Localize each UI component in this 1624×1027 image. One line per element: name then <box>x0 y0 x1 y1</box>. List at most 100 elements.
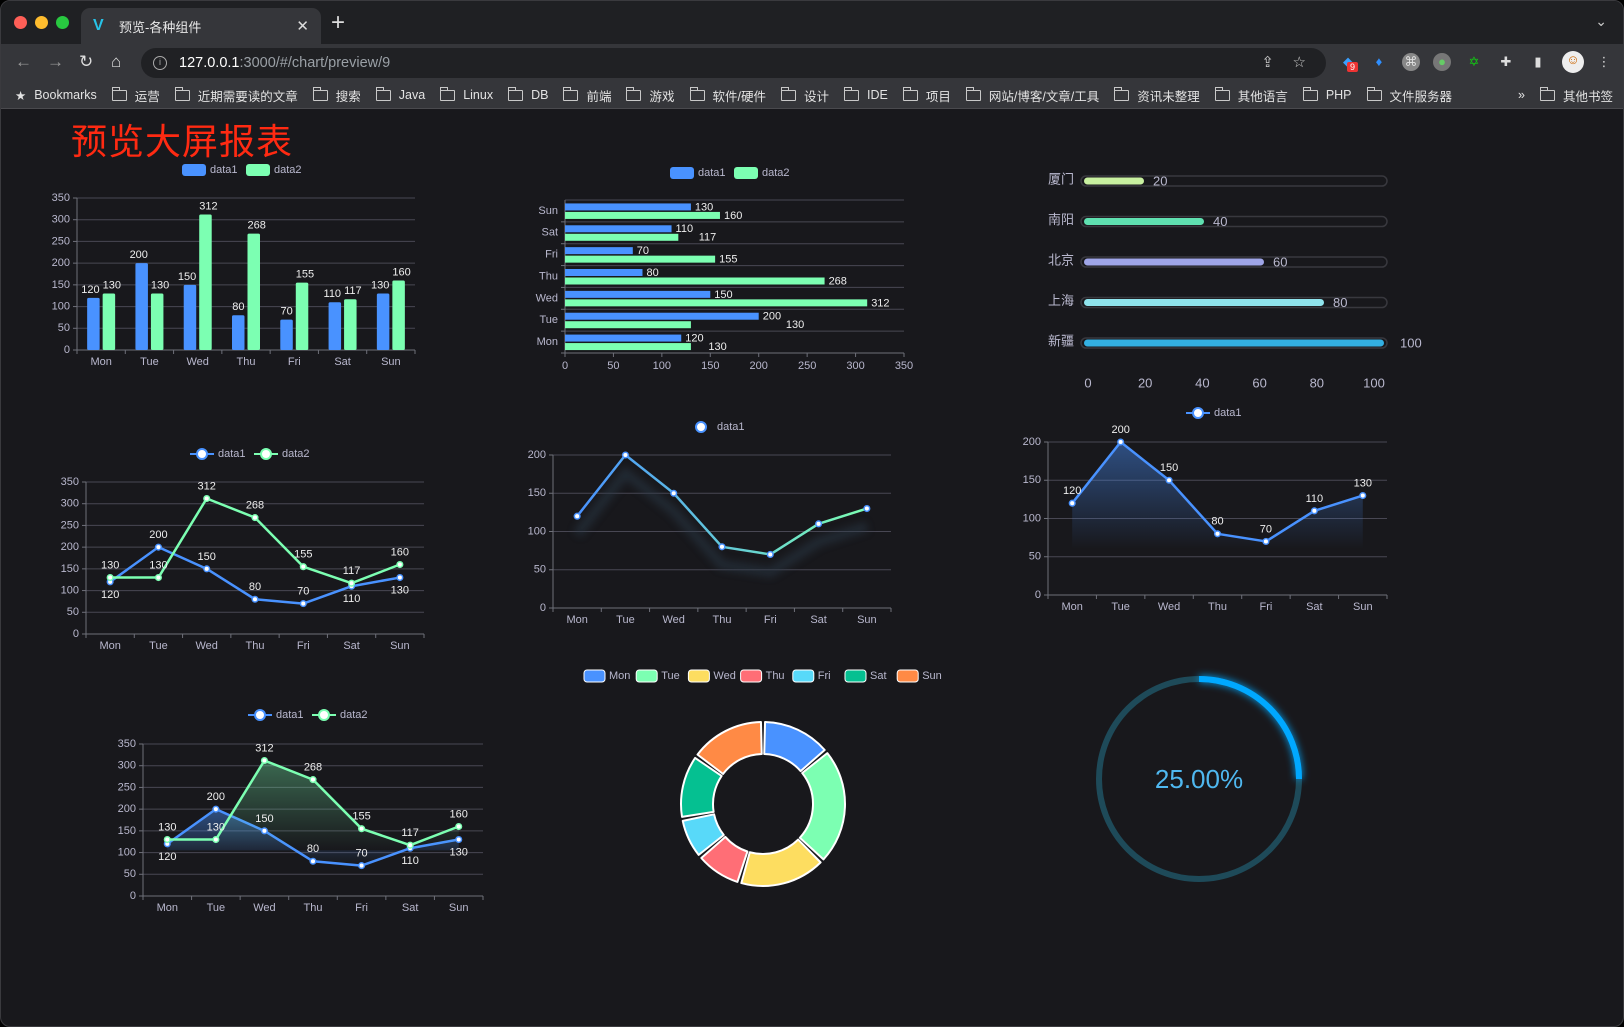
point-data1-Fri <box>766 550 774 559</box>
point-data1-Fri <box>299 600 307 608</box>
line-shadow <box>573 465 869 578</box>
bookmark-folder[interactable]: 近期需要读的文章 <box>174 86 298 105</box>
forward-icon[interactable]: → <box>47 52 64 71</box>
legend-item-data1[interactable]: data1 <box>689 421 745 433</box>
menu-kebab-icon[interactable]: ⋮ <box>1597 54 1611 69</box>
legend-item-Sun[interactable]: Sun <box>896 669 942 683</box>
legend-item-Sat[interactable]: Sat <box>844 669 887 683</box>
pie-slice-Sun[interactable] <box>696 721 763 775</box>
bookmark-label: 近期需要读的文章 <box>197 89 298 104</box>
legend-item-Wed[interactable]: Wed <box>687 669 736 683</box>
legend-item-Mon[interactable]: Mon <box>583 669 630 683</box>
legend-item-data1[interactable]: data1 <box>190 448 246 460</box>
pie-slice-Thu[interactable] <box>700 835 749 883</box>
data-label: 130 <box>391 584 409 596</box>
bookmark-folder[interactable]: 软件/硬件 <box>689 86 766 105</box>
legend-item-data1[interactable]: data1 <box>670 167 726 179</box>
data-label: 120 <box>1063 485 1081 497</box>
legend-swatch <box>740 669 763 683</box>
point-data1-Sun <box>396 573 404 582</box>
bookmark-folder[interactable]: 运营 <box>111 86 160 105</box>
bookmark-folder[interactable]: PHP <box>1302 86 1352 102</box>
data-label: 130 <box>151 279 169 291</box>
site-info-icon[interactable]: i <box>153 56 167 70</box>
bookmark-folder[interactable]: Linux <box>440 86 493 102</box>
x-tick-label: Tue <box>149 640 168 652</box>
x-tick-label: Fri <box>764 614 777 626</box>
y-tick-label: 0 <box>64 344 70 356</box>
share-icon[interactable]: ⇪ <box>1261 54 1274 71</box>
bookmark-star-icon[interactable]: ☆ <box>1292 54 1306 71</box>
bookmark-folder[interactable]: 前端 <box>563 86 611 105</box>
folder-icon <box>1114 86 1130 101</box>
home-icon[interactable]: ⌂ <box>111 52 122 71</box>
minimize-window-button[interactable] <box>35 16 48 29</box>
bookmark-folder[interactable]: 资讯未整理 <box>1114 86 1200 105</box>
legend-item-Tue[interactable]: Tue <box>635 669 680 683</box>
progress-bar-北京 <box>1084 258 1264 266</box>
reload-icon[interactable]: ↻ <box>79 52 94 71</box>
bookmark-folder[interactable]: 网站/博客/文章/工具 <box>965 86 1099 105</box>
legend-item-Thu[interactable]: Thu <box>740 669 785 683</box>
close-window-button[interactable] <box>14 16 27 29</box>
address-bar[interactable]: i 127.0.0.1:3000/#/chart/preview/9 ⇪ ☆ <box>141 48 1326 78</box>
legend-label: data2 <box>340 709 368 721</box>
legend-item-data1[interactable]: data1 <box>248 709 304 721</box>
point-data2-Mon <box>163 835 171 844</box>
bookmark-folder[interactable]: 其他语言 <box>1214 86 1288 105</box>
extension-dot-icon[interactable]: ● <box>1433 53 1451 71</box>
pie-slice-Fri[interactable] <box>681 813 725 856</box>
bookmark-folder[interactable]: 文件服务器 <box>1366 86 1452 105</box>
data-label: 312 <box>255 742 273 754</box>
bookmark-folder[interactable]: 搜索 <box>312 86 361 105</box>
bookmarks-button[interactable]: ★ Bookmarks <box>15 88 97 103</box>
new-tab-button[interactable]: + <box>331 9 346 36</box>
x-tick-label: Mon <box>157 902 178 914</box>
side-panel-icon[interactable]: ▮ <box>1534 54 1542 69</box>
extension-command-icon[interactable]: ⌘ <box>1402 53 1420 71</box>
bookmark-folder[interactable]: 游戏 <box>626 86 675 105</box>
browser-tab[interactable]: V 预览-各种组件 ✕ <box>81 8 321 44</box>
bar-data1-Thu <box>232 315 245 350</box>
extensions-puzzle-icon[interactable]: ✚ <box>1500 54 1512 69</box>
pie-slice-Sat[interactable] <box>680 756 723 818</box>
data-label: 268 <box>304 762 322 774</box>
bar-data2-Sat <box>565 233 679 241</box>
bookmark-folder[interactable]: Java <box>375 86 425 102</box>
bookmark-label: PHP <box>1325 88 1352 102</box>
legend-item-data1[interactable]: data1 <box>1186 407 1242 419</box>
back-icon[interactable]: ← <box>15 52 32 71</box>
point-data1-Tue <box>154 543 162 551</box>
bar-data1-Sun <box>565 203 691 211</box>
profile-avatar[interactable]: ☺ <box>1562 51 1584 73</box>
bookmark-folder[interactable]: DB <box>508 86 548 102</box>
point-data2-Thu <box>251 514 259 522</box>
bar-data1-Fri <box>280 319 293 350</box>
data-label: 130 <box>207 821 225 833</box>
data-label: 80 <box>232 301 244 313</box>
maximize-window-button[interactable] <box>56 16 69 29</box>
legend-item-data1[interactable]: data1 <box>182 164 238 176</box>
legend-item-data2[interactable]: data2 <box>246 164 302 176</box>
extension-grid-icon[interactable]: ◆ <box>1339 53 1357 71</box>
bookmark-folder[interactable]: 设计 <box>780 86 829 105</box>
legend-item-data2[interactable]: data2 <box>312 709 368 721</box>
bookmarks-overflow-button[interactable]: » <box>1518 88 1525 102</box>
tab-search-chevron-icon[interactable]: ⌄ <box>1595 13 1607 29</box>
legend-item-data2[interactable]: data2 <box>254 448 310 460</box>
extension-diamond-icon[interactable]: ♦ <box>1375 54 1383 69</box>
point-data1-Wed <box>203 565 211 573</box>
extension-star-icon[interactable]: ✡ <box>1468 54 1480 69</box>
bookmark-folder[interactable]: 项目 <box>902 86 951 105</box>
bookmark-label: 前端 <box>586 89 612 104</box>
close-tab-icon[interactable]: ✕ <box>296 18 309 35</box>
legend-item-Fri[interactable]: Fri <box>792 669 831 683</box>
x-tick-label: 350 <box>895 360 913 372</box>
pie-slice-Tue[interactable] <box>798 752 846 861</box>
legend-item-data2[interactable]: data2 <box>734 167 790 179</box>
bookmark-folder[interactable]: IDE <box>844 86 888 102</box>
pie-slice-Wed[interactable] <box>740 838 822 887</box>
other-bookmarks-folder[interactable]: 其他书签 <box>1539 86 1613 105</box>
x-tick-label: 300 <box>846 360 864 372</box>
pie-slice-Mon[interactable] <box>763 721 826 773</box>
